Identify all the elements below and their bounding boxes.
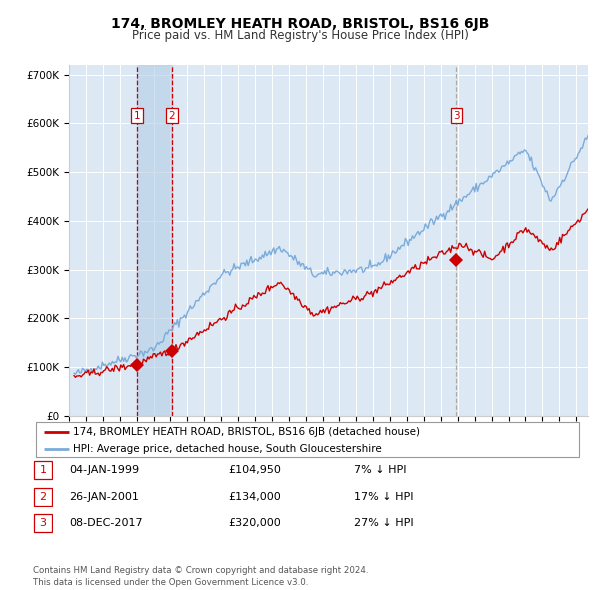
Text: 2: 2 [40, 492, 46, 502]
Text: 26-JAN-2001: 26-JAN-2001 [69, 492, 139, 502]
Text: £104,950: £104,950 [228, 466, 281, 475]
Text: 7% ↓ HPI: 7% ↓ HPI [354, 466, 407, 475]
Text: 1: 1 [134, 111, 140, 121]
Bar [34, 488, 52, 506]
Text: 1: 1 [40, 466, 46, 475]
Text: Contains HM Land Registry data © Crown copyright and database right 2024.
This d: Contains HM Land Registry data © Crown c… [33, 566, 368, 587]
Text: 174, BROMLEY HEATH ROAD, BRISTOL, BS16 6JB: 174, BROMLEY HEATH ROAD, BRISTOL, BS16 6… [111, 17, 489, 31]
Text: 2: 2 [169, 111, 175, 121]
Text: 17% ↓ HPI: 17% ↓ HPI [354, 492, 413, 502]
Text: Price paid vs. HM Land Registry's House Price Index (HPI): Price paid vs. HM Land Registry's House … [131, 30, 469, 42]
Bar [137, 65, 172, 416]
Text: 3: 3 [453, 111, 460, 121]
Text: 174, BROMLEY HEATH ROAD, BRISTOL, BS16 6JB (detached house): 174, BROMLEY HEATH ROAD, BRISTOL, BS16 6… [73, 427, 420, 437]
Text: 08-DEC-2017: 08-DEC-2017 [69, 519, 143, 528]
Text: 27% ↓ HPI: 27% ↓ HPI [354, 519, 413, 528]
Text: HPI: Average price, detached house, South Gloucestershire: HPI: Average price, detached house, Sout… [73, 444, 382, 454]
Text: £320,000: £320,000 [228, 519, 281, 528]
Text: 04-JAN-1999: 04-JAN-1999 [69, 466, 139, 475]
Bar [34, 461, 52, 479]
Text: £134,000: £134,000 [228, 492, 281, 502]
Text: 3: 3 [40, 519, 46, 528]
Bar [34, 514, 52, 532]
